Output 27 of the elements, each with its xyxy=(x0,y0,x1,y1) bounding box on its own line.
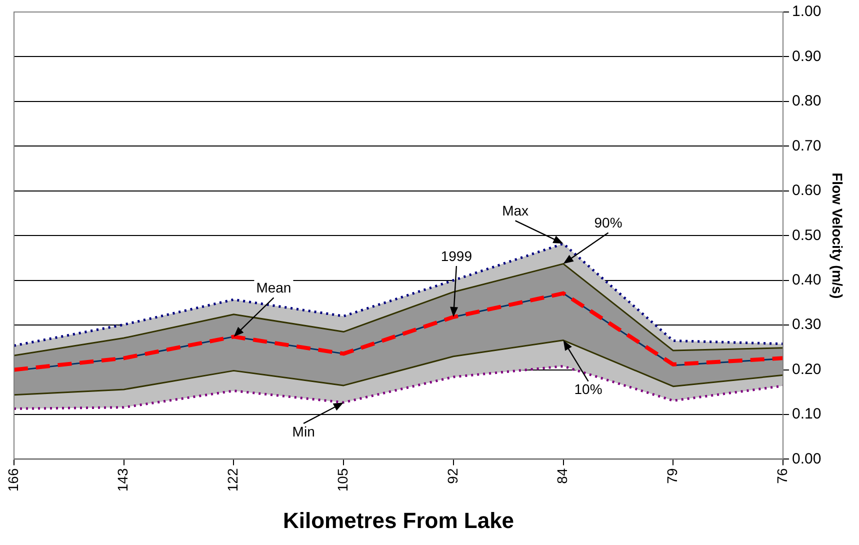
y-axis-title: Flow Velocity (m/s) xyxy=(830,172,846,299)
x-tick-label: 84 xyxy=(554,468,570,484)
y-tick-label: 0.60 xyxy=(792,182,822,200)
y-tick-label: 0.90 xyxy=(792,48,822,65)
y-tick-label: 0.00 xyxy=(792,450,822,468)
y-tick-label: 0.10 xyxy=(792,406,822,423)
annotation: Max xyxy=(502,202,529,219)
x-tick-label: 92 xyxy=(444,468,460,484)
y-tick-label: 0.40 xyxy=(792,271,822,288)
annotation: Min xyxy=(292,423,315,440)
y-tick-label: 0.30 xyxy=(792,316,822,334)
y-tick-label: 0.70 xyxy=(792,137,822,154)
y-tick-label: 0.50 xyxy=(792,226,822,244)
x-tick-label: 166 xyxy=(4,468,21,492)
annotation: 1999 xyxy=(440,248,472,264)
y-tick-label: 1.00 xyxy=(792,3,822,20)
x-tick-label: 79 xyxy=(664,468,680,484)
x-tick-label: 122 xyxy=(224,468,241,492)
annotation: Mean xyxy=(256,280,292,296)
x-tick-label: 143 xyxy=(114,468,131,492)
y-tick-label: 0.80 xyxy=(792,92,822,110)
x-tick-label: 76 xyxy=(774,468,790,484)
annotation: 10% xyxy=(574,381,602,398)
x-tick-label: 105 xyxy=(334,468,350,492)
y-tick-label: 0.20 xyxy=(792,360,822,378)
annotation: 90% xyxy=(594,214,622,231)
x-axis-title: Kilometres From Lake xyxy=(282,508,514,533)
